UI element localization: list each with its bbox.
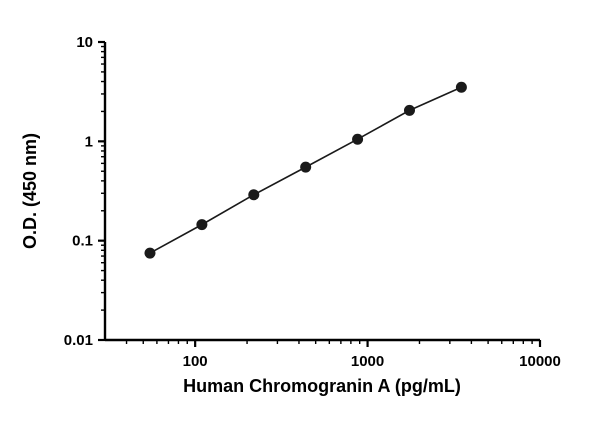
data-point-marker: [403, 104, 415, 116]
y-tick-label: 10: [76, 34, 93, 51]
data-point-marker: [196, 219, 208, 231]
x-axis-label: Human Chromogranin A (pg/mL): [183, 376, 461, 396]
x-tick-label: 10000: [519, 353, 561, 370]
data-point-marker: [248, 189, 260, 201]
x-tick-label: 100: [183, 353, 208, 370]
y-tick-label: 0.01: [64, 332, 93, 349]
data-point-marker: [352, 133, 364, 145]
y-tick-label: 0.1: [72, 233, 93, 250]
plot-area: 100 1000 10000 0.01 0.1 1 10: [64, 34, 561, 370]
y-axis-label: O.D. (450 nm): [20, 133, 40, 249]
data-point-marker: [300, 161, 312, 173]
data-point-marker: [455, 81, 467, 93]
data-point-marker: [144, 247, 156, 259]
x-tick-label: 1000: [351, 353, 384, 370]
y-tick-label: 1: [85, 133, 93, 150]
